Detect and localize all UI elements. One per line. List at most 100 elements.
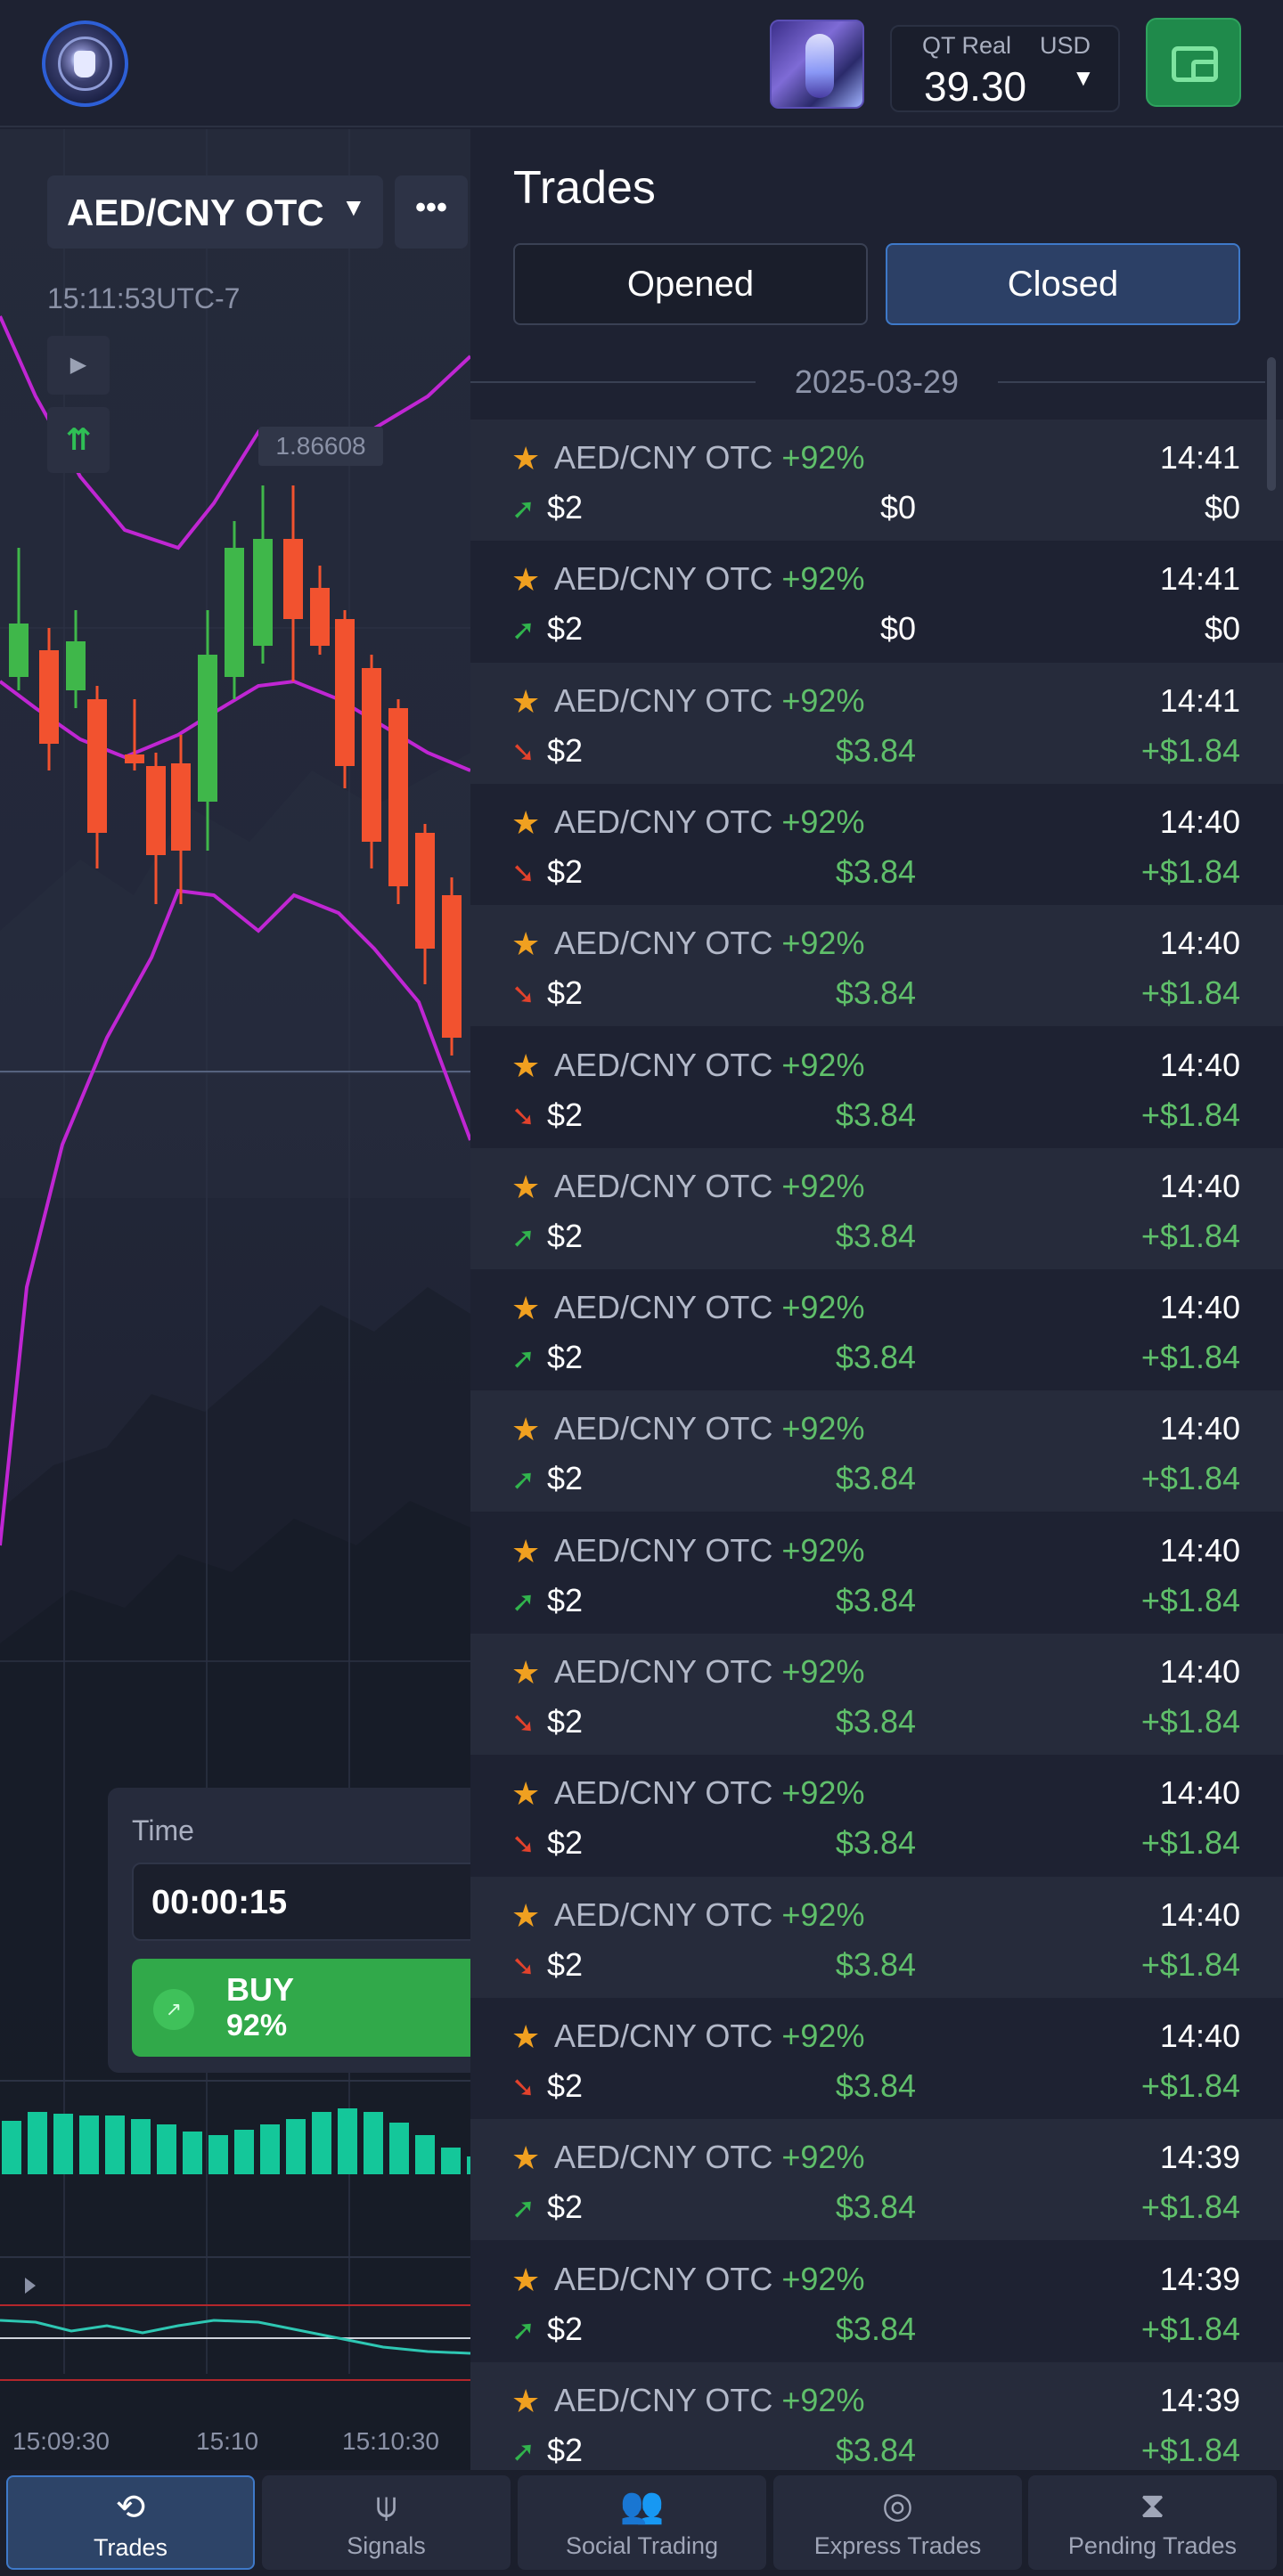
trade-asset: AED/CNY OTC +92%	[554, 1410, 864, 1447]
trade-row[interactable]: ★ AED/CNY OTC +92% 14:40 ➚ $2 $3.84 +$1.84	[470, 1390, 1283, 1512]
volume-bar	[338, 2108, 357, 2174]
asset-selector-button[interactable]: AED/CNY OTC ▼	[47, 175, 383, 249]
trade-row[interactable]: ★ AED/CNY OTC +92% 14:40 ➘ $2 $3.84 +$1.84	[470, 905, 1283, 1027]
trade-profit: +$1.84	[1140, 1945, 1240, 1983]
candle-body	[253, 539, 273, 646]
star-icon: ★	[511, 925, 541, 963]
volume-bar	[415, 2135, 435, 2174]
trade-profit: +$1.84	[1140, 1460, 1240, 1497]
volume-bar	[441, 2148, 461, 2174]
trade-row[interactable]: ★ AED/CNY OTC +92% 14:41 ➚ $2 $0 $0	[470, 541, 1283, 662]
candle-body	[87, 699, 107, 833]
trade-profit: +$1.84	[1140, 2431, 1240, 2468]
tab-opened[interactable]: Opened	[513, 243, 868, 325]
nav-label: Express Trades	[813, 2532, 982, 2559]
volume-bar	[131, 2119, 151, 2174]
trade-time: 14:40	[1159, 1167, 1240, 1204]
users-icon: 👥	[619, 2486, 665, 2525]
nav-signals[interactable]: ⍦ Signals	[262, 2475, 511, 2570]
arrow-down-right-icon: ➘	[511, 856, 535, 889]
trade-asset: AED/CNY OTC +92%	[554, 2018, 864, 2055]
trade-row[interactable]: ★ AED/CNY OTC +92% 14:40 ➘ $2 $3.84 +$1.84	[470, 1998, 1283, 2119]
trade-profit: +$1.84	[1140, 2189, 1240, 2226]
trade-row[interactable]: ★ AED/CNY OTC +92% 14:40 ➘ $2 $3.84 +$1.84	[470, 784, 1283, 905]
trade-payoff: $3.84	[835, 1460, 916, 1497]
user-avatar[interactable]	[770, 20, 864, 109]
arrow-down-right-icon: ➘	[511, 1828, 535, 1861]
trade-profit: +$1.84	[1140, 1217, 1240, 1254]
arrow-up-right-icon: ➚	[511, 493, 535, 525]
trade-row[interactable]: ★ AED/CNY OTC +92% 14:40 ➘ $2 $3.84 +$1.84	[470, 1876, 1283, 1998]
trade-row[interactable]: ★ AED/CNY OTC +92% 14:40 ➚ $2 $3.84 +$1.84	[470, 1269, 1283, 1390]
trade-profit: +$1.84	[1140, 852, 1240, 890]
nav-trades[interactable]: ⟲ Trades	[6, 2475, 255, 2570]
trade-asset: AED/CNY OTC +92%	[554, 803, 864, 841]
avatar-figure	[805, 34, 834, 98]
trade-row[interactable]: ★ AED/CNY OTC +92% 14:40 ➘ $2 $3.84 +$1.84	[470, 1027, 1283, 1148]
candle-body	[362, 668, 381, 842]
account-balance-selector[interactable]: QT Real USD 39.30 ▼	[890, 25, 1120, 112]
trade-asset: AED/CNY OTC +92%	[554, 1047, 864, 1084]
trade-asset: AED/CNY OTC +92%	[554, 1774, 864, 1812]
trade-row[interactable]: ★ AED/CNY OTC +92% 14:40 ➘ $2 $3.84 +$1.84	[470, 1755, 1283, 1876]
trade-row[interactable]: ★ AED/CNY OTC +92% 14:39 ➚ $2 $3.84 +$1.84	[470, 2361, 1283, 2470]
time-input[interactable]: 00:00:15	[132, 1863, 470, 1941]
trade-asset-name: AED/CNY OTC	[554, 560, 773, 598]
trade-asset-name: AED/CNY OTC	[554, 1289, 773, 1326]
trade-stake: $2	[547, 1217, 584, 1254]
tab-closed[interactable]: Closed	[886, 243, 1240, 325]
trade-time: 14:40	[1159, 1046, 1240, 1083]
volume-bar	[312, 2112, 331, 2174]
trade-row[interactable]: ★ AED/CNY OTC +92% 14:41 ➚ $2 $0 $0	[470, 420, 1283, 541]
play-icon[interactable]: ▶	[47, 336, 110, 395]
candle-body	[283, 539, 303, 619]
arrow-up-right-icon: ➚	[511, 1220, 535, 1253]
logo-ring	[58, 37, 112, 91]
trade-payoff: $3.84	[835, 1703, 916, 1740]
nav-pending-trades[interactable]: ⧗ Pending Trades	[1028, 2475, 1277, 2570]
star-icon: ★	[511, 1532, 541, 1569]
trade-profit: +$1.84	[1140, 2310, 1240, 2347]
volume-bar	[467, 2156, 470, 2174]
trade-payout: +92%	[781, 2381, 865, 2418]
buy-button[interactable]: ↗ BUY 92%	[132, 1959, 470, 2057]
price-chart[interactable]: AED/CNY OTC ▼ ••• 15:11:53UTC-7 ▶ ⇈ 1.86…	[0, 129, 470, 2470]
star-icon: ★	[511, 803, 541, 841]
nav-express-trades[interactable]: ◎ Express Trades	[773, 2475, 1022, 2570]
trade-row[interactable]: ★ AED/CNY OTC +92% 14:40 ➚ $2 $3.84 +$1.84	[470, 1512, 1283, 1634]
trade-list-scrollbar[interactable]	[1267, 357, 1276, 491]
volume-bar	[183, 2132, 202, 2174]
more-options-button[interactable]: •••	[395, 175, 468, 249]
wallet-button[interactable]	[1146, 18, 1241, 107]
trade-payout: +92%	[781, 1410, 865, 1447]
nav-social-trading[interactable]: 👥 Social Trading	[518, 2475, 766, 2570]
star-icon: ★	[511, 682, 541, 720]
star-icon: ★	[511, 1168, 541, 1205]
arrow-up-right-icon: ↗	[153, 1989, 194, 2030]
trade-row[interactable]: ★ AED/CNY OTC +92% 14:39 ➚ $2 $3.84 +$1.84	[470, 2119, 1283, 2241]
candle-body	[442, 895, 462, 1038]
nav-label: Signals	[347, 2532, 426, 2559]
double-arrow-up-icon[interactable]: ⇈	[47, 407, 110, 473]
trade-row[interactable]: ★ AED/CNY OTC +92% 14:39 ➚ $2 $3.84 +$1.84	[470, 2241, 1283, 2362]
trade-row[interactable]: ★ AED/CNY OTC +92% 14:40 ➘ $2 $3.84 +$1.84	[470, 1634, 1283, 1755]
arrow-down-right-icon: ➘	[511, 978, 535, 1011]
trade-time: 14:39	[1159, 2260, 1240, 2297]
trade-asset: AED/CNY OTC +92%	[554, 1653, 864, 1691]
buy-label: BUY	[226, 1971, 295, 2008]
arrow-down-right-icon: ➘	[511, 2070, 535, 2103]
trade-stake: $2	[547, 974, 584, 1012]
trade-time: 14:40	[1159, 1653, 1240, 1690]
trade-time: 14:39	[1159, 2139, 1240, 2176]
trade-stake: $2	[547, 1824, 584, 1862]
candlestick-chart	[0, 129, 470, 2381]
trade-asset: AED/CNY OTC +92%	[554, 1289, 864, 1326]
candle-body	[171, 763, 191, 851]
brand-logo[interactable]	[42, 20, 128, 107]
trade-profit: +$1.84	[1140, 1096, 1240, 1133]
trade-payoff: $3.84	[835, 1824, 916, 1862]
trade-row[interactable]: ★ AED/CNY OTC +92% 14:41 ➘ $2 $3.84 +$1.84	[470, 662, 1283, 784]
trade-stake: $2	[547, 2189, 584, 2226]
trade-row[interactable]: ★ AED/CNY OTC +92% 14:40 ➚ $2 $3.84 +$1.84	[470, 1147, 1283, 1269]
trade-time: 14:40	[1159, 1895, 1240, 1933]
